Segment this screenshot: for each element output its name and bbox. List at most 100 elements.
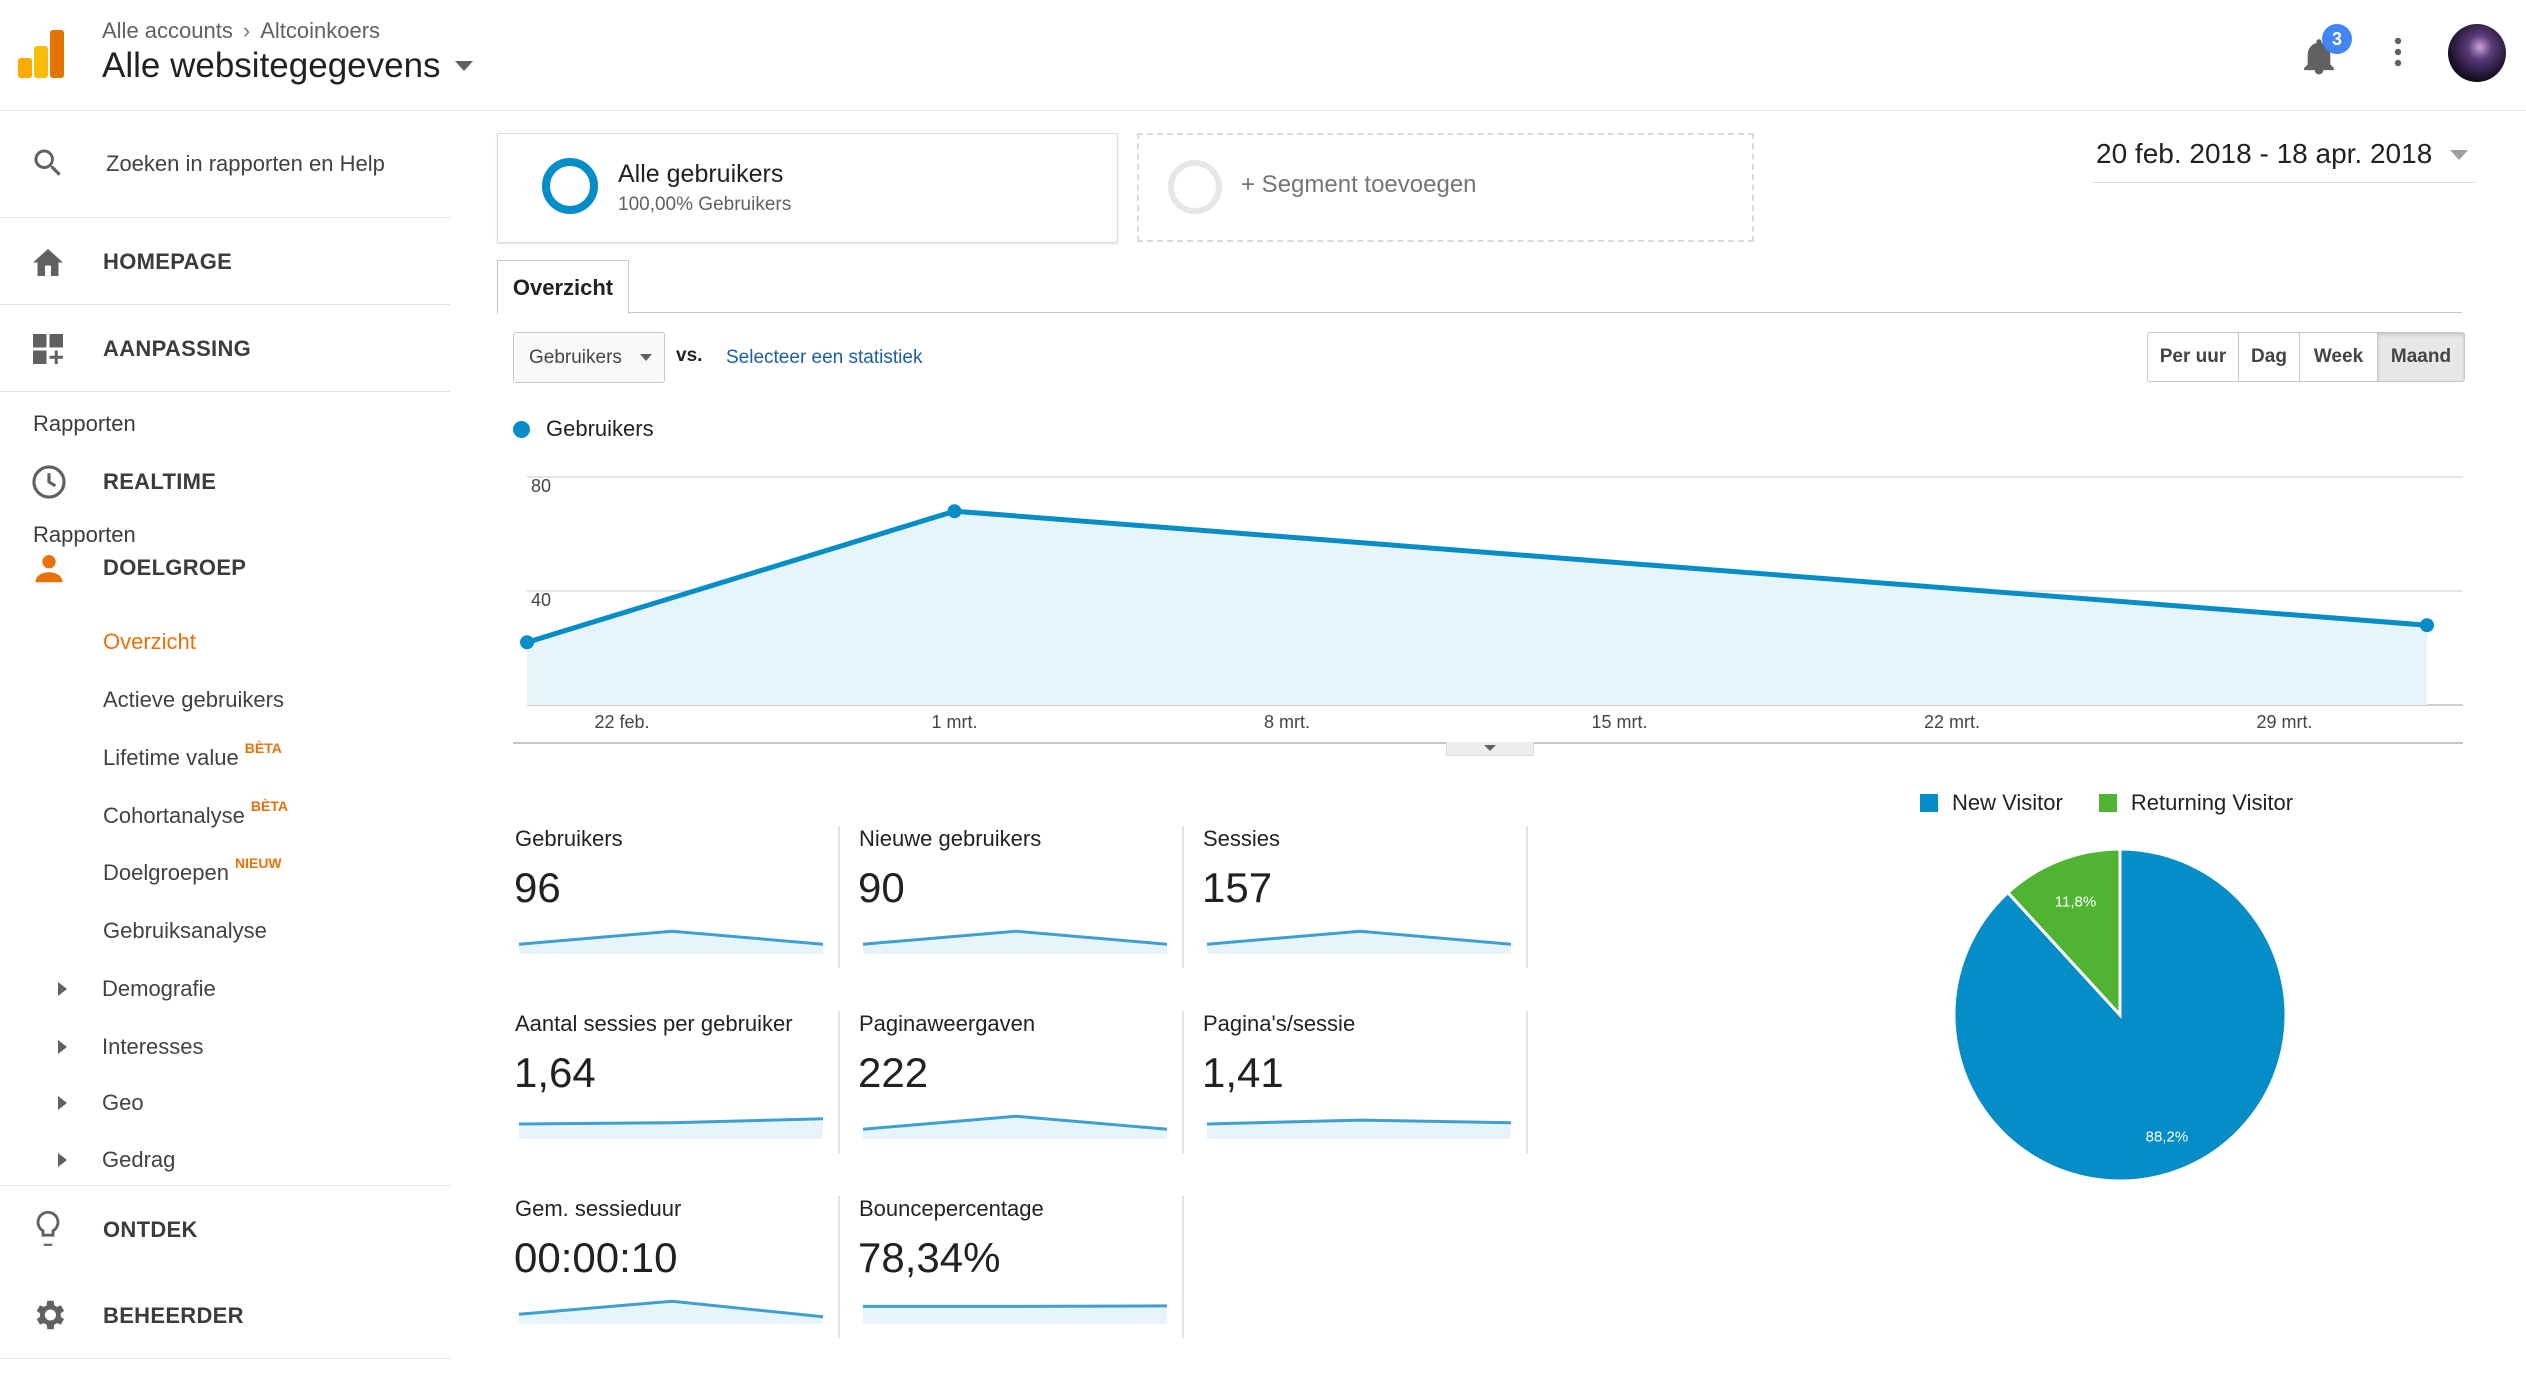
analytics-logo[interactable] xyxy=(18,30,64,78)
series-area xyxy=(527,511,2427,705)
sidebar-subitem-lifetime-value[interactable]: Lifetime value BÈTA xyxy=(103,740,282,771)
sparkline-line xyxy=(862,929,1168,946)
sidebar-expand-gedrag[interactable]: Gedrag xyxy=(0,1139,450,1179)
x-tick-label: 29 mrt. xyxy=(2256,712,2313,732)
search-input[interactable]: Zoeken in rapporten en Help xyxy=(106,151,396,177)
users-line-chart: 40 80 xyxy=(520,476,2463,706)
date-range-picker[interactable]: 20 feb. 2018 - 18 apr. 2018 xyxy=(2092,136,2475,183)
notification-badge: 3 xyxy=(2322,24,2352,54)
add-segment-button[interactable]: + Segment toevoegen xyxy=(1137,133,1754,242)
metric-label: Sessies xyxy=(1203,826,1281,851)
add-segment-label: + Segment toevoegen xyxy=(1241,171,1477,198)
caret-down-icon xyxy=(454,61,473,71)
metric-value: 00:00:10 xyxy=(514,1234,678,1281)
metric-card[interactable]: Gebruikers 96 xyxy=(513,826,833,976)
sidebar-search[interactable]: Zoeken in rapporten en Help xyxy=(0,111,450,218)
chart-collapse-handle[interactable] xyxy=(1446,742,1534,756)
caret-down-icon xyxy=(640,354,652,361)
legend-dot xyxy=(513,420,530,438)
granularity-week-button[interactable]: Week xyxy=(2299,332,2378,382)
sidebar-subitem-gebruiksanalyse[interactable]: Gebruiksanalyse xyxy=(103,918,267,943)
metric-card[interactable]: Aantal sessies per gebruiker 1,64 xyxy=(513,1011,833,1161)
y-tick-label: 80 xyxy=(531,476,551,496)
search-icon xyxy=(34,149,61,176)
metric-card[interactable]: Nieuwe gebruikers 90 xyxy=(857,826,1177,976)
metric-separator xyxy=(1182,1011,1184,1153)
expand-label: Demografie xyxy=(102,976,216,1001)
metric-card[interactable]: Bouncepercentage 78,34% xyxy=(857,1196,1177,1346)
page-title: Alle websitegegevens xyxy=(102,46,441,85)
tab-overzicht[interactable]: Overzicht xyxy=(497,260,629,314)
person-icon xyxy=(35,555,63,583)
metric-card[interactable]: Sessies 157 xyxy=(1201,826,1521,976)
data-point[interactable] xyxy=(2420,618,2434,633)
sidebar-subitem-doelgroepen[interactable]: Doelgroepen NIEUW xyxy=(103,855,282,886)
tab-label: Overzicht xyxy=(512,274,614,300)
pie-legend: New Visitor Returning Visitor xyxy=(1920,790,2293,816)
sidebar-item-label: HOMEPAGE xyxy=(103,249,233,274)
view-selector[interactable]: Alle websitegegevens xyxy=(102,46,473,86)
sidebar: Zoeken in rapporten en Help HOMEPAGE AAN… xyxy=(0,111,450,1392)
sidebar-item-label: BEHEERDER xyxy=(103,1303,244,1328)
sidebar-item-ontdek[interactable]: ONTDEK xyxy=(0,1185,450,1273)
notification-count: 3 xyxy=(2331,28,2342,49)
metric-sparkline xyxy=(518,1299,824,1324)
breadcrumb-item-accounts[interactable]: Alle accounts xyxy=(102,18,233,43)
sidebar-subitem-actieve-gebruikers[interactable]: Actieve gebruikers xyxy=(103,687,284,712)
x-tick-label: 22 feb. xyxy=(594,712,650,732)
sparkline-area xyxy=(519,931,823,954)
more-vert-icon[interactable] xyxy=(2386,36,2410,68)
segment-name: Alle gebruikers xyxy=(618,160,784,188)
sidebar-expand-interesses[interactable]: Interesses xyxy=(0,1026,450,1066)
metric-separator xyxy=(1182,826,1184,968)
pie-slice-label: 11,8% xyxy=(2055,894,2096,911)
metric-sparkline xyxy=(862,929,1168,954)
subitem-label: Lifetime value xyxy=(103,745,239,770)
metric-card[interactable]: Paginaweergaven 222 xyxy=(857,1011,1177,1161)
granularity-dag-button[interactable]: Dag xyxy=(2238,332,2300,382)
sparkline-line xyxy=(518,929,824,946)
select-statistic-link[interactable]: Selecteer een statistiek xyxy=(726,347,923,368)
sparkline-area xyxy=(863,931,1167,954)
data-point[interactable] xyxy=(520,635,534,650)
sparkline-area xyxy=(519,1301,823,1324)
metric-value: 1,64 xyxy=(514,1049,596,1096)
segment-all-users[interactable]: Alle gebruikers 100,00% Gebruikers xyxy=(497,133,1118,243)
metric-value: 96 xyxy=(514,864,561,911)
new-badge: NIEUW xyxy=(234,855,282,871)
metric-value: 222 xyxy=(858,1049,929,1096)
metric-select-value: Gebruikers xyxy=(529,347,622,368)
beta-badge: BÈTA xyxy=(244,740,282,756)
x-tick-label: 22 mrt. xyxy=(1923,712,1981,732)
metric-sparkline xyxy=(863,1304,1168,1324)
sparkline-area xyxy=(1207,931,1511,954)
breadcrumb-item-property[interactable]: Altcoinkoers xyxy=(260,18,381,43)
chevron-right-icon: › xyxy=(242,18,251,43)
button-label: Maand xyxy=(2390,346,2452,367)
metric-card[interactable]: Gem. sessieduur 00:00:10 xyxy=(513,1196,833,1346)
section-label: Rapporten xyxy=(33,522,136,547)
sidebar-expand-geo[interactable]: Geo xyxy=(0,1082,450,1122)
metric-select[interactable]: Gebruikers xyxy=(513,332,665,383)
sidebar-item-aanpassing[interactable]: AANPASSING xyxy=(0,305,450,392)
sidebar-item-label: ONTDEK xyxy=(103,1217,198,1242)
expand-label: Interesses xyxy=(102,1034,204,1059)
sidebar-item-homepage[interactable]: HOMEPAGE xyxy=(0,218,450,305)
data-point[interactable] xyxy=(947,504,962,519)
metric-separator xyxy=(1182,1196,1184,1338)
granularity-per-uur-button[interactable]: Per uur xyxy=(2147,332,2239,382)
avatar[interactable] xyxy=(2448,24,2506,82)
caret-down-icon xyxy=(2450,150,2468,160)
sidebar-item-doelgroep[interactable]: DOELGROEP xyxy=(0,533,450,605)
sidebar-expand-demografie[interactable]: Demografie xyxy=(0,968,450,1008)
sidebar-subitem-cohortanalyse[interactable]: Cohortanalyse BÈTA xyxy=(103,798,288,829)
segment-percentage: 100,00% Gebruikers xyxy=(618,194,792,215)
metric-card[interactable]: Pagina's/sessie 1,41 xyxy=(1201,1011,1521,1161)
caret-down-icon xyxy=(1484,745,1496,751)
metric-value: 157 xyxy=(1202,864,1273,911)
granularity-maand-button[interactable]: Maand xyxy=(2377,332,2465,382)
sidebar-subitem-overzicht[interactable]: Overzicht xyxy=(103,629,196,654)
pie-slice-returning-visitor[interactable] xyxy=(2005,847,2122,1019)
sidebar-item-realtime[interactable]: REALTIME xyxy=(0,447,450,519)
sidebar-item-beheerder[interactable]: BEHEERDER xyxy=(0,1272,450,1359)
